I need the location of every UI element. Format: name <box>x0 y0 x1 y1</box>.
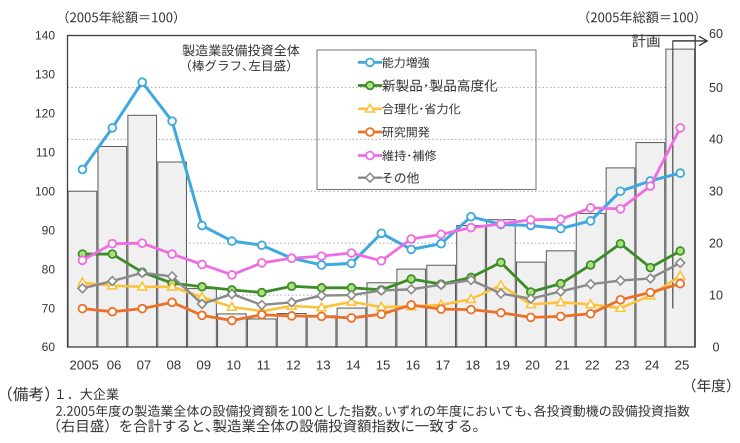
svg-text:08: 08 <box>166 358 181 373</box>
svg-text:130: 130 <box>35 68 55 82</box>
svg-text:100: 100 <box>35 184 55 198</box>
svg-text:15: 15 <box>376 358 391 373</box>
svg-text:50: 50 <box>709 81 723 95</box>
svg-text:25: 25 <box>675 358 690 373</box>
svg-text:70: 70 <box>42 301 56 315</box>
svg-text:60: 60 <box>42 340 56 354</box>
svg-text:10: 10 <box>226 358 241 373</box>
svg-text:20: 20 <box>525 358 540 373</box>
svg-text:2005: 2005 <box>69 358 98 373</box>
svg-text:07: 07 <box>137 358 152 373</box>
svg-text:20: 20 <box>709 237 723 251</box>
svg-text:16: 16 <box>406 358 421 373</box>
svg-text:0: 0 <box>713 340 720 354</box>
svg-text:18: 18 <box>465 358 480 373</box>
svg-text:60: 60 <box>709 27 723 41</box>
svg-text:19: 19 <box>495 358 510 373</box>
svg-text:12: 12 <box>286 358 301 373</box>
svg-text:11: 11 <box>257 358 271 373</box>
svg-text:17: 17 <box>435 358 450 373</box>
svg-text:10: 10 <box>709 288 723 302</box>
svg-text:23: 23 <box>615 358 630 373</box>
svg-text:24: 24 <box>645 358 660 373</box>
svg-text:06: 06 <box>107 358 122 373</box>
svg-text:90: 90 <box>42 223 56 237</box>
svg-text:21: 21 <box>555 358 570 373</box>
svg-text:22: 22 <box>585 358 600 373</box>
svg-text:110: 110 <box>36 146 55 160</box>
svg-text:120: 120 <box>35 107 55 121</box>
svg-text:13: 13 <box>316 358 331 373</box>
svg-text:09: 09 <box>196 358 211 373</box>
svg-text:140: 140 <box>35 29 55 43</box>
svg-text:30: 30 <box>709 185 723 199</box>
svg-text:14: 14 <box>346 358 361 373</box>
svg-text:80: 80 <box>42 262 56 276</box>
svg-text:40: 40 <box>709 133 723 147</box>
